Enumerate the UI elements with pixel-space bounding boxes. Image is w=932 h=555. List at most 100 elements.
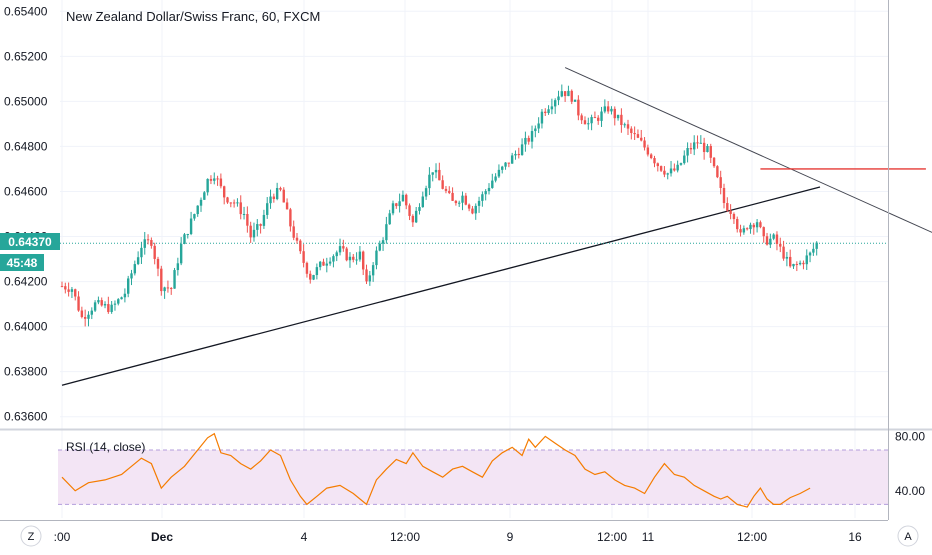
candle [289,207,292,232]
candle-body [97,300,100,303]
candle [421,191,424,208]
candle-body [199,199,203,206]
candle [606,101,610,114]
candle [587,117,590,130]
candle [80,306,84,319]
candle-body [563,91,567,97]
candle-body [729,210,732,214]
candle [643,137,646,151]
candle-body [424,188,428,197]
candle-body [577,99,580,116]
candle-body [524,137,527,145]
candle [295,233,299,244]
candle-body [613,108,616,119]
candle-body [408,205,411,216]
candle [424,185,428,200]
candle-body [103,304,107,306]
candle-body [653,158,656,164]
candle [633,126,636,141]
candle [371,262,375,282]
candle-body [100,300,103,306]
candle-body [795,263,799,265]
candle [477,196,481,213]
candle-body [160,268,163,292]
candle [722,183,726,209]
candle [772,233,775,241]
candle-body [325,263,328,266]
candle [365,264,368,285]
candle-body [375,250,378,266]
candle [808,251,812,263]
candle-body [421,196,424,208]
candle [309,270,312,284]
candle-body [474,205,477,214]
candle-body [481,194,484,201]
candle [186,233,189,239]
candle-body [530,131,534,142]
candle [745,227,749,231]
candle [719,170,722,195]
candle-body [722,187,726,204]
price-tick-label: 0.64200 [4,275,48,289]
candle [775,231,779,251]
candle [328,257,332,266]
candle-body [266,203,269,215]
candle [448,186,451,195]
candle-body [567,90,570,97]
candle-body [282,189,285,203]
candle-body [732,213,736,220]
candle [133,260,137,276]
candle-body [414,210,418,223]
time-tick-label: :00 [54,530,71,544]
candle-body [328,261,332,264]
candle [560,84,564,98]
candle [285,198,289,210]
candle [444,185,448,194]
candle [256,219,259,237]
time-tick-label: 9 [507,530,514,544]
auto-scale-button[interactable]: A [897,525,919,547]
candle [408,203,411,221]
candle-body [772,234,775,239]
candle [113,300,117,311]
candle-body [305,262,309,274]
time-tick-label: 12:00 [390,530,420,544]
candle [497,164,501,179]
candle [514,150,517,160]
candle-body [136,257,140,265]
candle [87,311,90,327]
candle-body [60,286,64,288]
candle-body [338,246,342,253]
candle [544,108,547,117]
candle [160,265,163,296]
candle-body [570,90,573,102]
candle-body [616,114,620,119]
candle [93,300,97,312]
rsi-layer [58,432,888,508]
candle [458,200,461,207]
candle [494,173,497,183]
candle-body [550,106,554,110]
z-button[interactable]: Z [20,525,42,547]
candle-body [683,155,686,164]
candle-body [600,111,603,121]
candle-body [127,278,130,294]
candle [696,135,699,149]
candle [689,142,693,154]
candle-body [471,208,474,214]
candle [812,242,815,256]
candle-body [497,169,501,177]
candle-body [249,225,252,238]
candle [355,252,358,265]
candle-body [779,243,782,247]
candle [140,241,143,264]
candle-body [789,256,792,267]
price-tick-label: 0.65400 [4,4,48,18]
candle [593,111,597,119]
candle [378,240,381,252]
candle-body [77,296,80,311]
candle [431,172,434,182]
candle [454,199,458,206]
candle [239,195,242,220]
